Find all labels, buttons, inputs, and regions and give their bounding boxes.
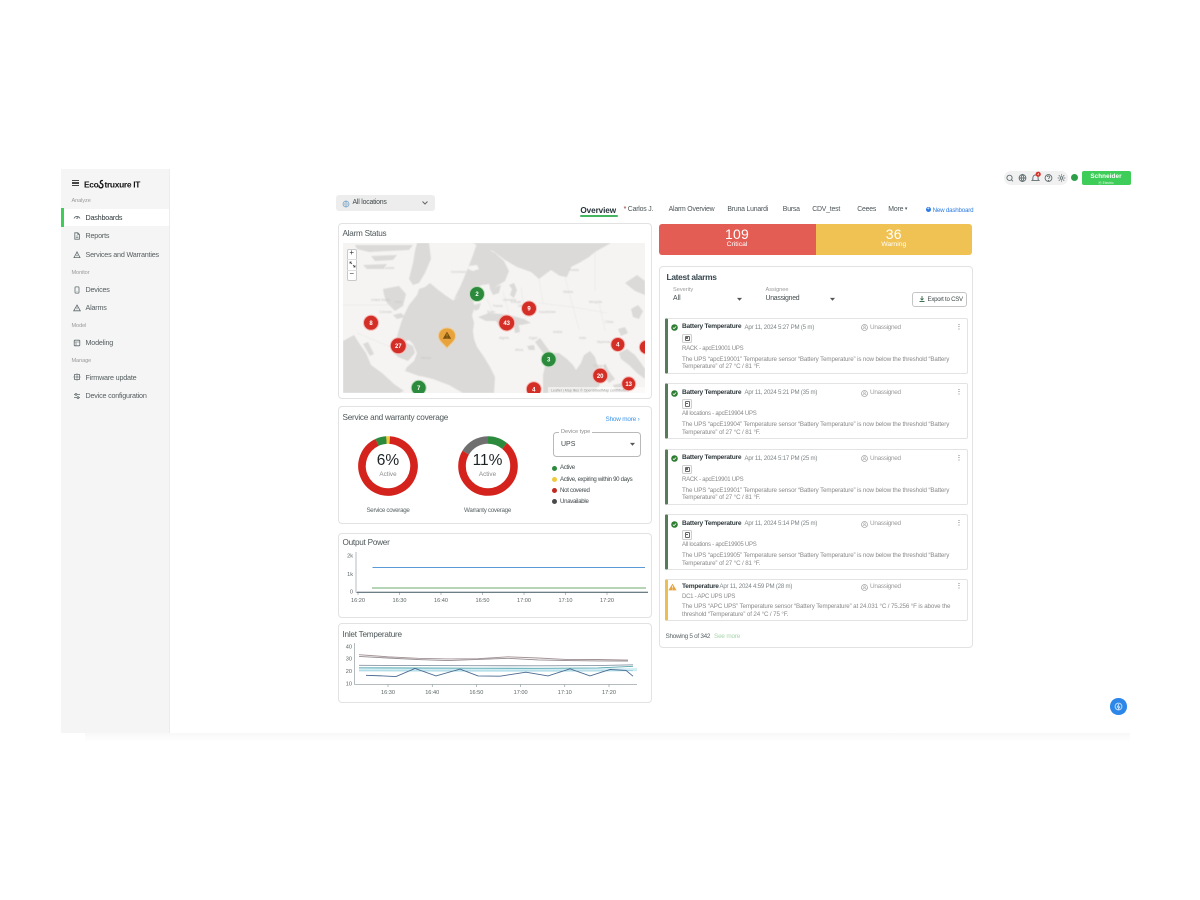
svg-text:17:10: 17:10	[558, 690, 572, 696]
svg-text:43: 43	[503, 321, 510, 327]
svg-text:Arabia: Arabia	[553, 330, 562, 334]
svg-text:Spain: Spain	[487, 310, 495, 314]
svg-text:8: 8	[369, 321, 373, 327]
svg-text:2: 2	[475, 292, 479, 298]
svg-text:17:20: 17:20	[602, 690, 616, 696]
svg-text:16:30: 16:30	[381, 690, 395, 696]
svg-text:16:50: 16:50	[476, 598, 490, 604]
svg-text:Siberia: Siberia	[563, 290, 573, 294]
svg-text:10: 10	[346, 682, 352, 688]
svg-text:20: 20	[596, 374, 603, 380]
svg-text:4: 4	[616, 343, 620, 349]
svg-text:7: 7	[417, 386, 421, 392]
svg-text:Russia: Russia	[569, 268, 579, 272]
svg-text:17:00: 17:00	[517, 598, 531, 604]
svg-text:16:40: 16:40	[434, 598, 448, 604]
svg-text:13: 13	[625, 382, 632, 388]
svg-text:27: 27	[394, 344, 401, 350]
svg-text:Canada: Canada	[383, 266, 394, 270]
svg-text:9: 9	[527, 307, 531, 313]
svg-text:Thailand: Thailand	[593, 364, 605, 368]
svg-text:Kazakhstan: Kazakhstan	[539, 310, 556, 314]
svg-text:Algeria: Algeria	[499, 336, 509, 340]
svg-text:Germany: Germany	[503, 298, 517, 302]
svg-text:Egypt: Egypt	[529, 336, 537, 340]
svg-text:0: 0	[350, 590, 353, 596]
svg-text:2k: 2k	[347, 554, 353, 560]
svg-text:30: 30	[346, 657, 352, 663]
svg-text:17:00: 17:00	[514, 690, 528, 696]
svg-text:Iowa: Iowa	[395, 300, 402, 304]
svg-text:Mongolia: Mongolia	[589, 300, 602, 304]
svg-text:Mexico: Mexico	[421, 356, 431, 360]
svg-text:16:20: 16:20	[351, 598, 365, 604]
svg-text:16:50: 16:50	[469, 690, 483, 696]
svg-text:France: France	[493, 304, 503, 308]
svg-text:4: 4	[532, 387, 536, 393]
svg-text:20: 20	[346, 669, 352, 675]
svg-text:Africa: Africa	[515, 348, 523, 352]
svg-text:16:40: 16:40	[425, 690, 439, 696]
svg-text:Myanmar: Myanmar	[597, 340, 611, 344]
svg-text:India: India	[579, 336, 586, 340]
svg-text:40: 40	[346, 644, 352, 650]
svg-text:4: 4	[1037, 172, 1039, 176]
svg-text:China: China	[605, 320, 614, 324]
svg-text:17:10: 17:10	[559, 598, 573, 604]
svg-text:16:30: 16:30	[393, 598, 407, 604]
svg-text:3: 3	[547, 358, 551, 364]
svg-text:17:20: 17:20	[600, 598, 614, 604]
svg-text:Europe: Europe	[511, 300, 522, 304]
svg-text:Colorado: Colorado	[379, 310, 392, 314]
svg-text:Greenland: Greenland	[451, 270, 466, 274]
svg-text:1k: 1k	[347, 572, 353, 578]
svg-text:Leaflet | Map tiles © OpenStre: Leaflet | Map tiles © OpenStreetMap cont…	[551, 388, 629, 392]
svg-text:United States: United States	[371, 298, 391, 302]
